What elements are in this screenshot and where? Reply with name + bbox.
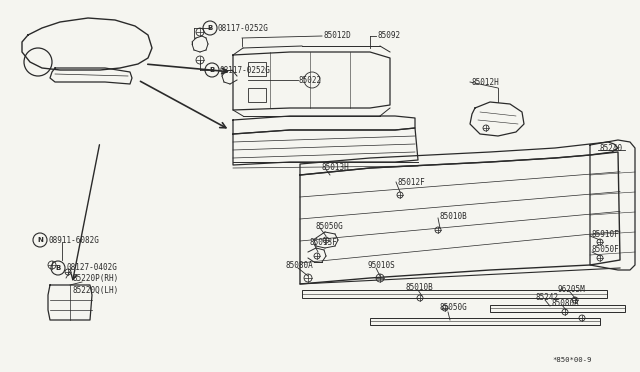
Text: 85092: 85092 (378, 31, 401, 39)
Text: B: B (207, 25, 212, 31)
Text: 85013H: 85013H (322, 163, 349, 171)
Text: 85242: 85242 (536, 294, 559, 302)
Text: B: B (56, 265, 61, 271)
Text: 85080A: 85080A (286, 260, 314, 269)
Text: 85050G: 85050G (316, 221, 344, 231)
Text: 85220Q(LH): 85220Q(LH) (72, 285, 118, 295)
Text: 85022: 85022 (299, 76, 322, 84)
Text: 08911-6082G: 08911-6082G (48, 235, 99, 244)
Text: 08127-0402G: 08127-0402G (66, 263, 117, 273)
Text: N: N (37, 237, 43, 243)
Text: 96205M: 96205M (558, 285, 586, 295)
Text: 85010B: 85010B (406, 283, 434, 292)
Text: 85012D: 85012D (324, 31, 352, 39)
Text: 85010B: 85010B (440, 212, 468, 221)
Text: 85012H: 85012H (472, 77, 500, 87)
Text: 85050G: 85050G (440, 304, 468, 312)
Text: *850*00-9: *850*00-9 (552, 357, 591, 363)
Bar (302, 290, 607, 298)
Bar (490, 305, 625, 312)
Bar (248, 88, 266, 102)
Bar (248, 62, 266, 76)
Text: 85240: 85240 (600, 144, 623, 153)
Text: 85050F: 85050F (592, 246, 620, 254)
Text: 85013F: 85013F (310, 237, 338, 247)
Text: 85220P(RH): 85220P(RH) (72, 273, 118, 282)
Text: 08117-0252G: 08117-0252G (220, 65, 271, 74)
Text: 95010S: 95010S (368, 260, 396, 269)
Text: 85012F: 85012F (398, 177, 426, 186)
Text: 85080A: 85080A (552, 299, 580, 308)
Text: 85910F: 85910F (592, 230, 620, 238)
Text: 08117-0252G: 08117-0252G (218, 23, 269, 32)
Text: B: B (209, 67, 214, 73)
Bar (370, 318, 600, 325)
